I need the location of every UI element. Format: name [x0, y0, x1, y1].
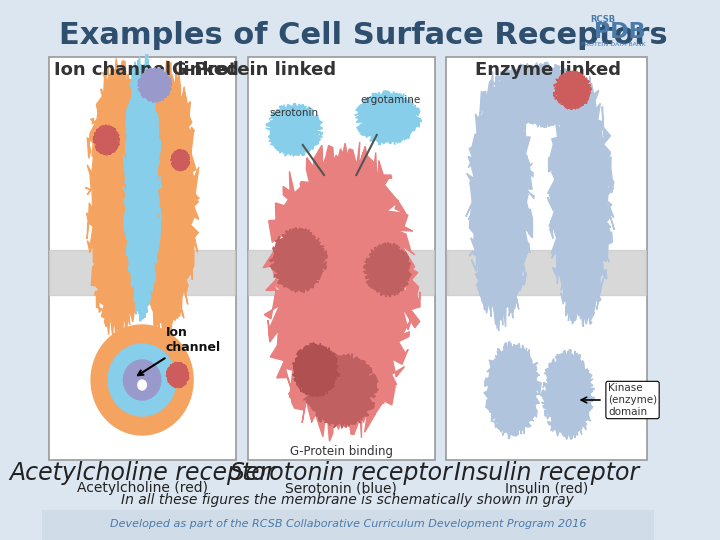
Text: ergotamine: ergotamine — [360, 95, 420, 105]
Ellipse shape — [138, 380, 146, 390]
Polygon shape — [269, 228, 328, 292]
Text: Acetylcholine (red): Acetylcholine (red) — [76, 481, 207, 495]
Polygon shape — [123, 54, 161, 321]
Polygon shape — [138, 68, 172, 102]
Bar — [248, 57, 435, 460]
Text: Insulin receptor: Insulin receptor — [454, 461, 639, 485]
Text: Kinase
(enzyme)
domain: Kinase (enzyme) domain — [608, 383, 657, 416]
Polygon shape — [484, 341, 541, 439]
Polygon shape — [303, 353, 378, 428]
Polygon shape — [166, 362, 189, 388]
Bar — [50, 250, 235, 295]
Polygon shape — [93, 125, 120, 155]
Polygon shape — [263, 142, 420, 441]
Ellipse shape — [123, 360, 161, 400]
Text: Ion
channel: Ion channel — [138, 326, 221, 375]
Text: Serotonin (blue): Serotonin (blue) — [285, 481, 397, 495]
Polygon shape — [171, 149, 189, 171]
Polygon shape — [364, 242, 411, 297]
Ellipse shape — [108, 344, 176, 416]
Polygon shape — [554, 71, 591, 110]
Bar — [248, 250, 433, 295]
Polygon shape — [85, 58, 152, 342]
Bar — [42, 0, 654, 55]
Text: Acetylcholine receptor: Acetylcholine receptor — [9, 461, 275, 485]
Text: Insulin (red): Insulin (red) — [505, 481, 588, 495]
Polygon shape — [292, 343, 340, 397]
Text: G-Protein binding: G-Protein binding — [289, 446, 392, 458]
Text: In all these figures the membrane is schematically shown in gray: In all these figures the membrane is sch… — [122, 493, 575, 507]
Polygon shape — [541, 349, 595, 440]
Polygon shape — [132, 60, 199, 339]
Polygon shape — [487, 62, 593, 127]
Bar — [49, 57, 235, 460]
Text: Developed as part of the RCSB Collaborative Curriculum Development Program 2016: Developed as part of the RCSB Collaborat… — [109, 519, 586, 529]
Ellipse shape — [91, 325, 193, 435]
Bar — [42, 510, 654, 540]
Text: G-Protein linked: G-Protein linked — [172, 61, 336, 79]
Text: RCSB: RCSB — [590, 16, 616, 24]
Text: Enzyme linked: Enzyme linked — [474, 61, 621, 79]
Bar — [447, 250, 647, 295]
Text: Serotonin receptor: Serotonin receptor — [230, 461, 452, 485]
Text: PDB: PDB — [594, 22, 646, 42]
Bar — [446, 57, 647, 460]
Polygon shape — [266, 103, 323, 157]
Text: serotonin: serotonin — [270, 108, 319, 118]
Text: Examples of Cell Surface Receptors: Examples of Cell Surface Receptors — [59, 21, 667, 50]
Polygon shape — [355, 91, 422, 145]
Polygon shape — [466, 69, 534, 331]
Text: PROTEIN DATA BANK: PROTEIN DATA BANK — [581, 42, 645, 46]
Polygon shape — [548, 68, 614, 327]
Text: Ion channel linked: Ion channel linked — [54, 61, 238, 79]
